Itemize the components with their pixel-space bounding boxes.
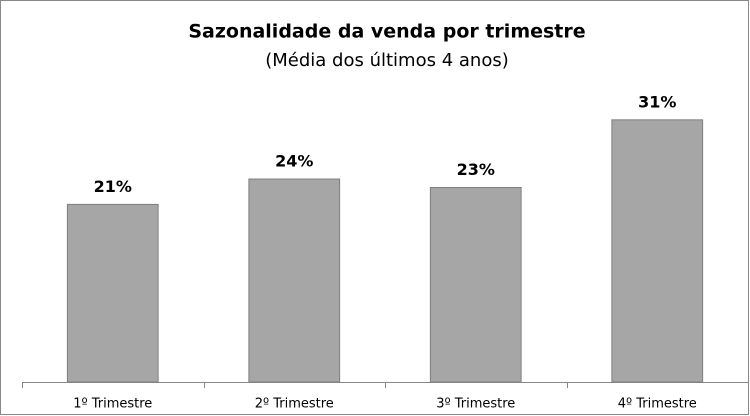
- x-tick-label: 2º Trimestre: [255, 397, 334, 412]
- data-label: 21%: [94, 177, 132, 196]
- data-label: 23%: [457, 160, 495, 179]
- bar: [248, 178, 341, 383]
- x-tick-label: 3º Trimestre: [436, 397, 515, 412]
- bar: [611, 119, 704, 383]
- bar: [66, 203, 159, 383]
- chart-subtitle: (Média dos últimos 4 anos): [265, 50, 508, 71]
- x-tick-label: 4º Trimestre: [618, 397, 697, 412]
- x-tick-label: 1º Trimestre: [73, 397, 152, 412]
- data-label: 31%: [638, 92, 676, 111]
- data-label: 24%: [275, 152, 313, 171]
- bar: [429, 186, 522, 383]
- chart-title: Sazonalidade da venda por trimestre: [188, 21, 585, 43]
